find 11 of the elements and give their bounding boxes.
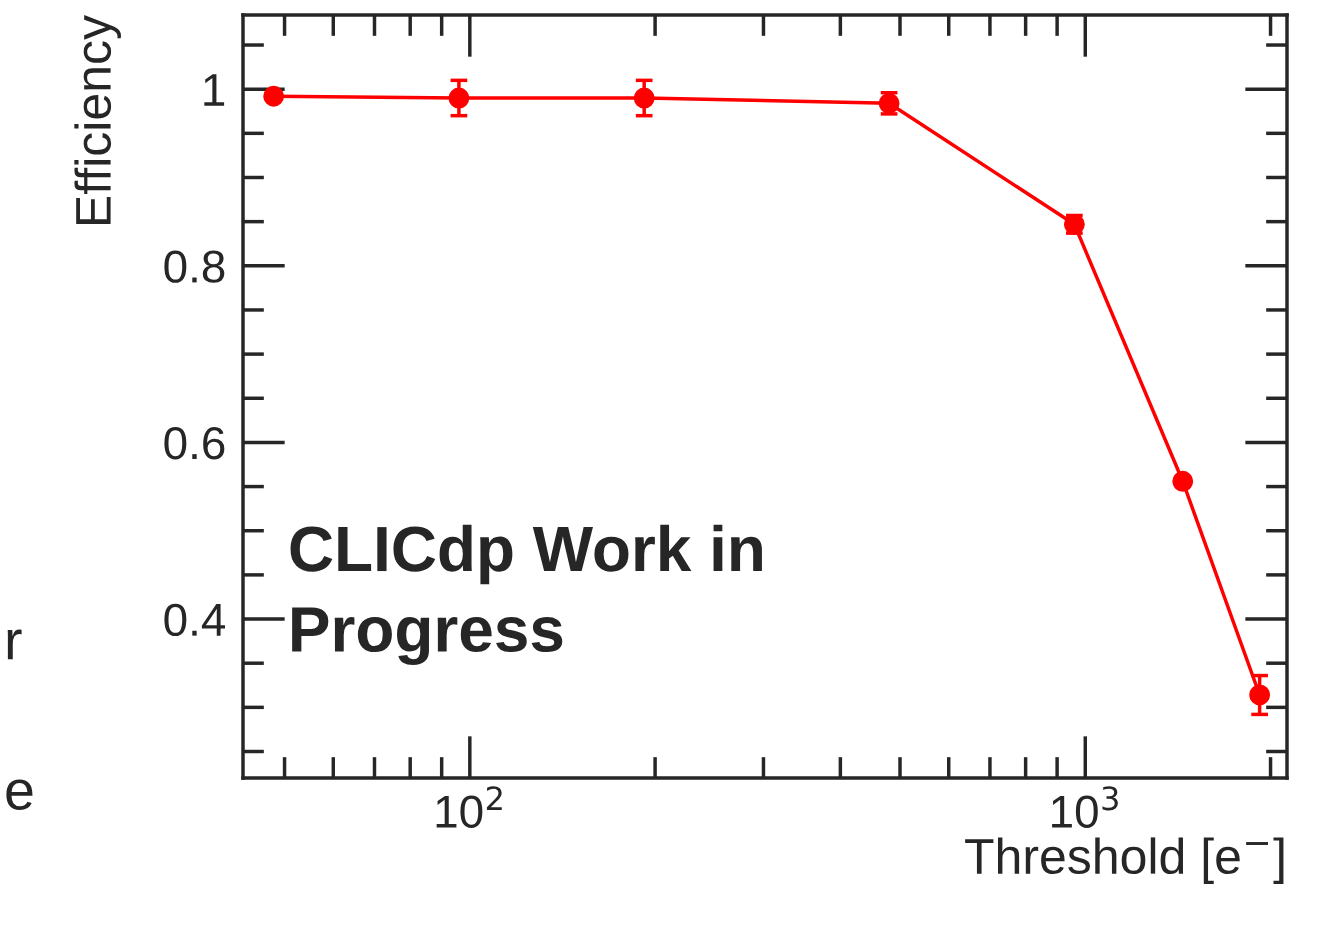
x-tick-label: 10$^{2}$	[436, 786, 502, 828]
y-tick-label: 0.8	[164, 250, 225, 283]
y-tick-label: 0.4	[164, 603, 225, 637]
y-axis-title: Efficiency	[74, 15, 121, 224]
y-tick-label: 0.6	[164, 427, 225, 460]
y-tick-label: 1	[204, 74, 225, 106]
annotation: CLICdp Work in Progress	[290, 524, 762, 665]
x-axis-title: Threshold [e$^{−}$]	[965, 837, 1284, 884]
text: e	[6, 779, 33, 810]
x-tick-label: 10$^{3}$	[1052, 786, 1118, 828]
text: r	[7, 629, 22, 660]
